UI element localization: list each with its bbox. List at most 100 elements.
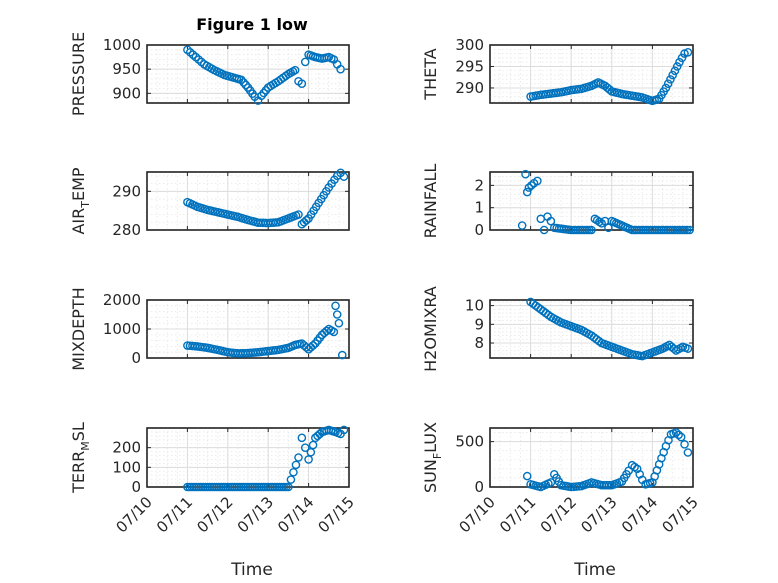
plot-frame [146, 427, 350, 488]
data-point [527, 181, 536, 190]
data-point [331, 301, 340, 311]
data-point [666, 75, 675, 84]
data-point [302, 216, 311, 225]
data-point [297, 433, 307, 443]
y-tick-label: 500 [455, 433, 484, 451]
data-point [676, 432, 686, 442]
data-point [546, 216, 556, 226]
data-point [605, 85, 614, 94]
y-tick-label: 1 [474, 199, 484, 217]
x-axis-label-left: Time [230, 560, 273, 580]
data-point [533, 176, 542, 186]
data-point [671, 428, 681, 437]
data-point [663, 79, 673, 88]
y-axis-label: H2OMIXRA [421, 286, 440, 372]
data-point [308, 341, 318, 350]
data-point [683, 448, 693, 457]
plot-frame [146, 171, 350, 231]
data-series [183, 168, 349, 229]
data-point [670, 66, 680, 76]
subplot-3: 280 290 AIRTEMP [69, 167, 350, 239]
plot-frame [489, 171, 694, 231]
data-point [339, 172, 349, 181]
data-series [526, 297, 693, 361]
data-point [332, 310, 342, 319]
data-point [294, 210, 303, 219]
y-axis-label: RAINFALL [421, 164, 440, 239]
plot-frame [489, 427, 694, 488]
plot-frame [489, 299, 694, 359]
y-tick-label: 0 [474, 478, 484, 496]
data-point [290, 65, 300, 75]
y-axis-label: SUNFLUX [421, 422, 444, 493]
y-tick-label: 295 [455, 57, 484, 75]
y-tick-label: 300 [455, 36, 484, 54]
data-point [685, 225, 694, 235]
data-point [683, 48, 693, 57]
y-tick-label: 0 [131, 349, 141, 367]
data-point [661, 83, 671, 93]
y-tick-label: 8 [474, 334, 484, 352]
y-tick-label: 290 [455, 79, 484, 97]
y-tick-label: 1000 [103, 320, 141, 338]
data-series [183, 301, 347, 360]
data-point [522, 187, 532, 197]
data-series [183, 425, 349, 492]
figure-title: Figure 1 low [196, 15, 308, 34]
data-point [241, 80, 251, 90]
data-point [672, 62, 682, 71]
data-point [284, 482, 293, 492]
plot-frame [146, 44, 350, 104]
plot-frame [489, 44, 694, 104]
data-point [517, 221, 527, 230]
data-point [329, 327, 339, 337]
y-tick-label: 9 [474, 315, 484, 333]
data-point [546, 478, 556, 487]
y-axis-label: AIRTEMP [69, 167, 92, 234]
y-axis-label: TERRMSL [69, 422, 92, 494]
data-point [337, 350, 347, 360]
y-tick-label: 290 [112, 182, 141, 200]
data-point [604, 480, 614, 490]
y-tick-label: 100 [112, 458, 141, 476]
subplot-2: 290 295 300 THETA [421, 36, 694, 106]
y-tick-label: 950 [112, 60, 141, 78]
subplot-4: 0 1 2 RAINFALL [421, 164, 694, 239]
data-point [300, 57, 310, 67]
y-tick-label: 200 [112, 439, 141, 457]
data-point [236, 75, 246, 85]
y-axis-label: THETA [421, 48, 440, 100]
y-tick-label: 0 [474, 221, 484, 239]
subplot-1: 900 950 1000 PRESSURE [69, 32, 350, 116]
y-tick-label: 0 [131, 478, 141, 496]
data-point [677, 53, 687, 63]
y-tick-label: 1000 [103, 36, 141, 54]
data-point [291, 460, 301, 470]
x-axis-label-right: Time [573, 560, 616, 580]
data-point [682, 225, 692, 235]
data-point [339, 425, 349, 435]
data-point [521, 169, 530, 179]
data-point [680, 225, 690, 235]
data-point [668, 70, 678, 80]
data-point [675, 57, 684, 67]
data-point [315, 429, 325, 439]
data-point [522, 471, 532, 481]
data-series [522, 428, 693, 492]
data-point [239, 78, 248, 87]
data-point [539, 225, 549, 235]
y-tick-label: 2 [474, 176, 484, 194]
data-point [286, 475, 296, 484]
data-point [300, 443, 310, 452]
data-point [683, 344, 693, 353]
plot-frame [146, 299, 350, 359]
y-axis-label: PRESSURE [69, 32, 88, 116]
data-series [183, 45, 345, 105]
y-axis-label: MIXDEPTH [69, 287, 88, 370]
data-point [674, 430, 683, 440]
data-series [517, 169, 694, 235]
data-point [297, 79, 307, 88]
data-point [294, 453, 303, 462]
